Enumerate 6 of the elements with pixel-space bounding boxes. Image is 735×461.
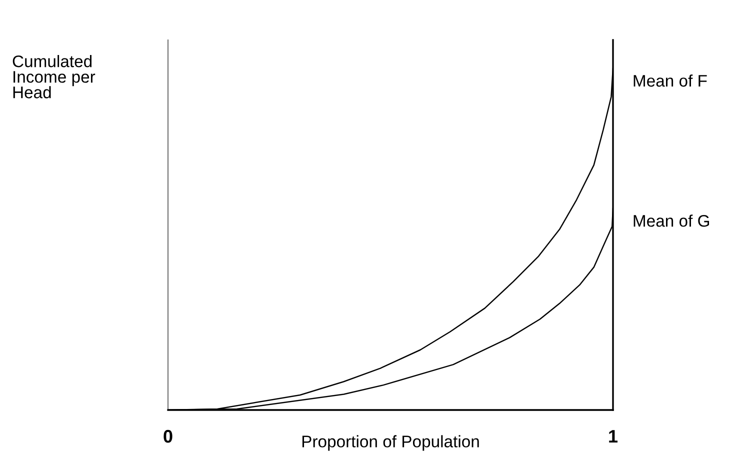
x-axis-title: Proportion of Population (302, 435, 479, 451)
y-axis-title: Cumulated Income per Head (12, 55, 96, 98)
annotation: Mean of F (634, 74, 707, 87)
annotation: Mean of G (634, 214, 710, 227)
x-tick-label: 0 (164, 430, 172, 443)
x-tick-label: 1 (609, 430, 618, 443)
